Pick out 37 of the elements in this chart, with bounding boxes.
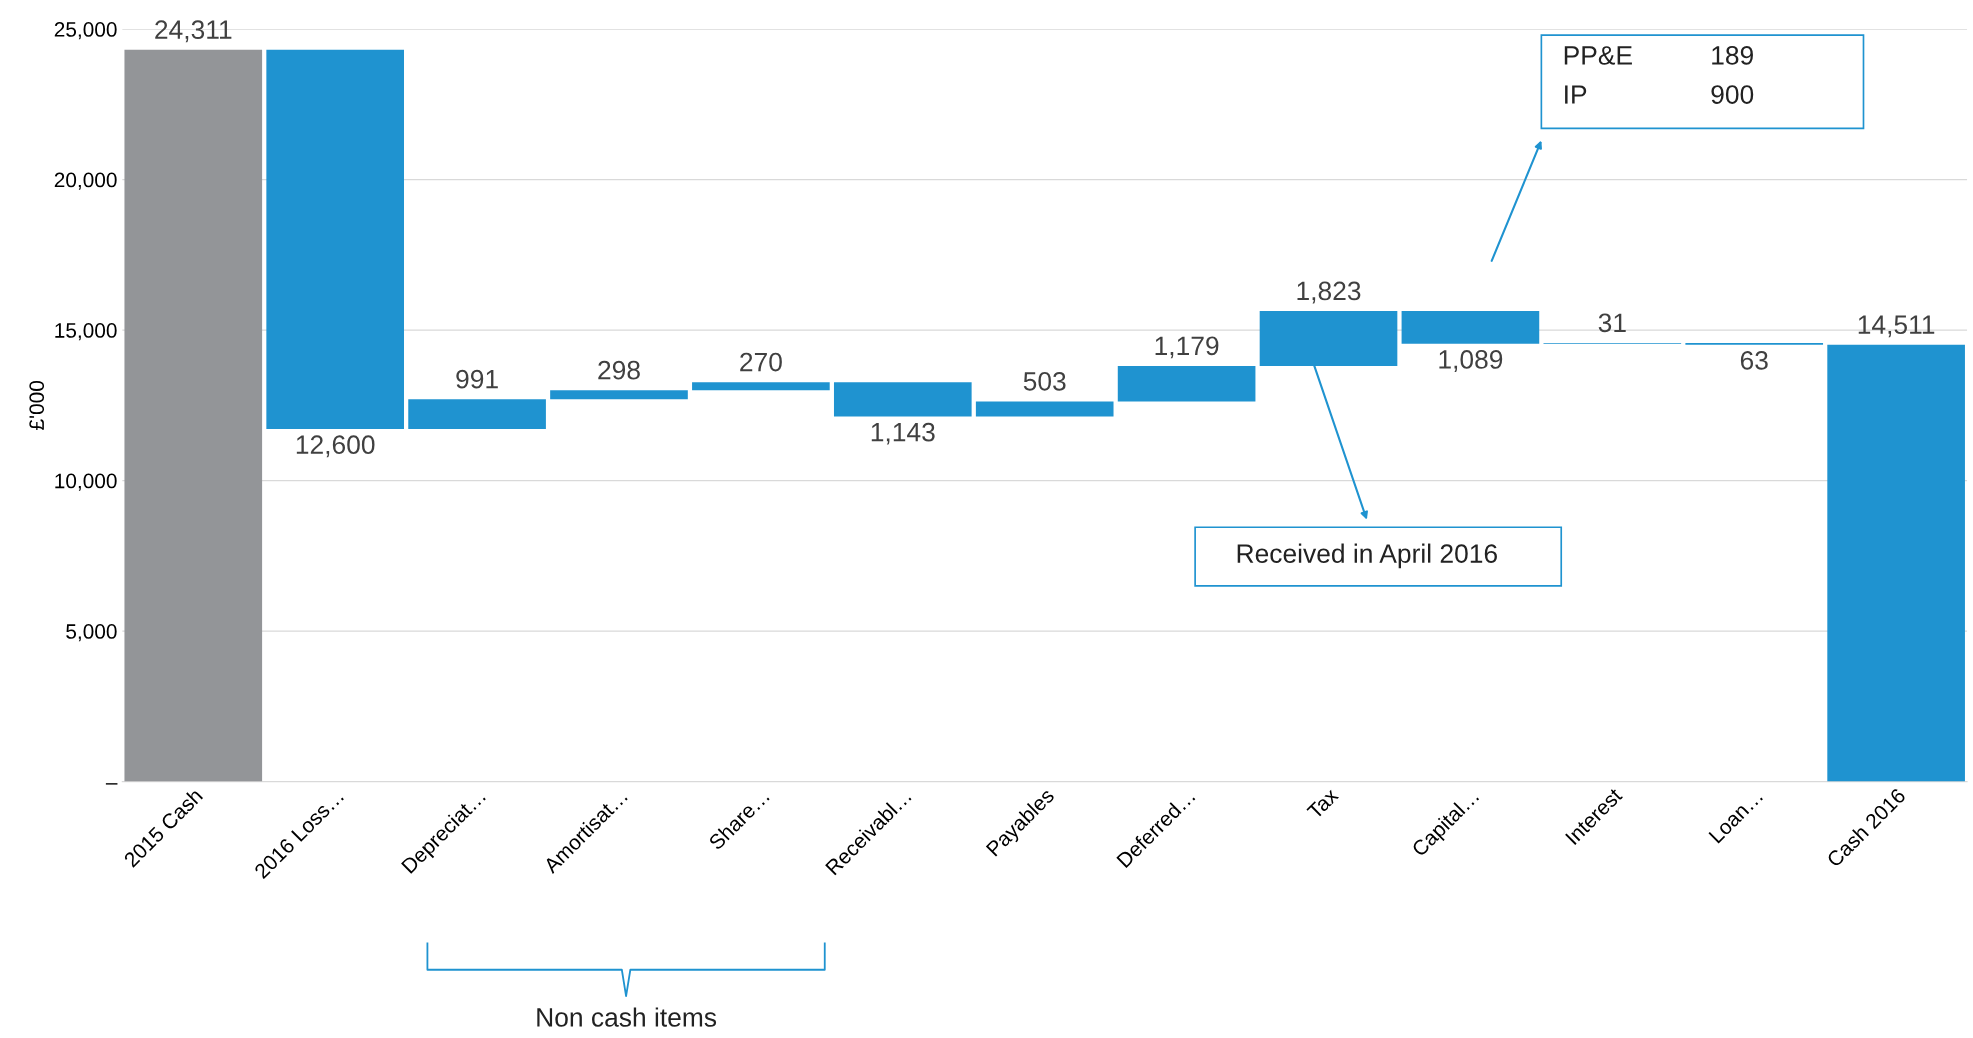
data-label: 991 xyxy=(456,369,498,389)
data-label: 24,311 xyxy=(155,20,232,43)
bar xyxy=(550,390,688,400)
annotation: 189 xyxy=(1712,46,1753,65)
data-label: 1,089 xyxy=(1439,350,1503,372)
data-label: 14,511 xyxy=(1858,315,1935,338)
y-tick-label: 15,000 xyxy=(55,323,117,341)
data-label: 1,823 xyxy=(1297,281,1361,304)
y-tick-label: 10,000 xyxy=(55,473,117,491)
data-label: 1,143 xyxy=(871,422,935,445)
data-label: 1,179 xyxy=(1155,336,1219,359)
annotation: IP xyxy=(1565,85,1587,104)
x-tick-label: Tax xyxy=(1306,787,1340,820)
bar xyxy=(1827,344,1965,782)
annotation: PP&E xyxy=(1564,46,1632,65)
bar xyxy=(692,382,830,391)
bar xyxy=(266,49,405,430)
bar xyxy=(124,49,263,782)
bar xyxy=(975,401,1114,417)
y-tick-label: 20,000 xyxy=(54,172,117,190)
annotation: 900 xyxy=(1711,85,1754,104)
y-axis-title: £'000 xyxy=(29,380,45,430)
data-label: 63 xyxy=(1740,351,1768,370)
data-label: 503 xyxy=(1023,371,1066,391)
bar xyxy=(833,382,972,417)
y-tick-label: – xyxy=(105,783,118,785)
bar xyxy=(1117,365,1256,402)
data-label: 12,600 xyxy=(296,435,375,458)
y-tick-label: 5,000 xyxy=(66,624,117,642)
bar xyxy=(408,399,546,430)
annotation: Received in April 2016 xyxy=(1237,543,1497,569)
text: Non cash items xyxy=(537,1007,717,1027)
y-tick-label: 25,000 xyxy=(54,22,117,40)
data-label: 298 xyxy=(598,360,640,380)
data-label: 31 xyxy=(1598,313,1626,333)
data-label: 270 xyxy=(740,352,782,372)
bar xyxy=(1401,311,1540,344)
